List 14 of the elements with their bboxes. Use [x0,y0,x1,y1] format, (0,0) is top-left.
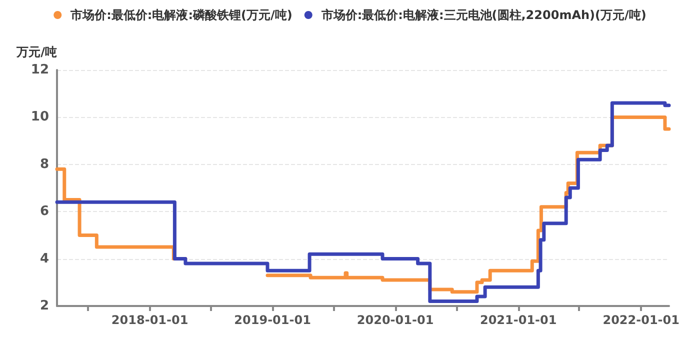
legend-label: 市场价:最低价:电解液:三元电池(圆柱,2200mAh)(万元/吨) [320,8,646,22]
y-tick-label: 4 [40,251,49,266]
y-tick-label: 10 [30,110,49,125]
x-tick-label: 2018-01-01 [111,313,188,327]
y-axis-title: 万元/吨 [16,45,57,59]
legend-label: 市场价:最低价:电解液:磷酸铁锂(万元/吨) [70,8,292,22]
y-tick-label: 12 [30,62,49,78]
y-tick-label: 6 [40,204,49,220]
y-tick-label: 8 [40,156,49,172]
x-tick-label: 2021-01-01 [480,313,557,327]
x-tick-label: 2020-01-01 [356,313,434,327]
x-tick-label: 2022-01-01 [602,313,680,327]
x-tick-label: 2019-01-01 [234,313,311,327]
y-tick-label: 2 [40,298,49,314]
